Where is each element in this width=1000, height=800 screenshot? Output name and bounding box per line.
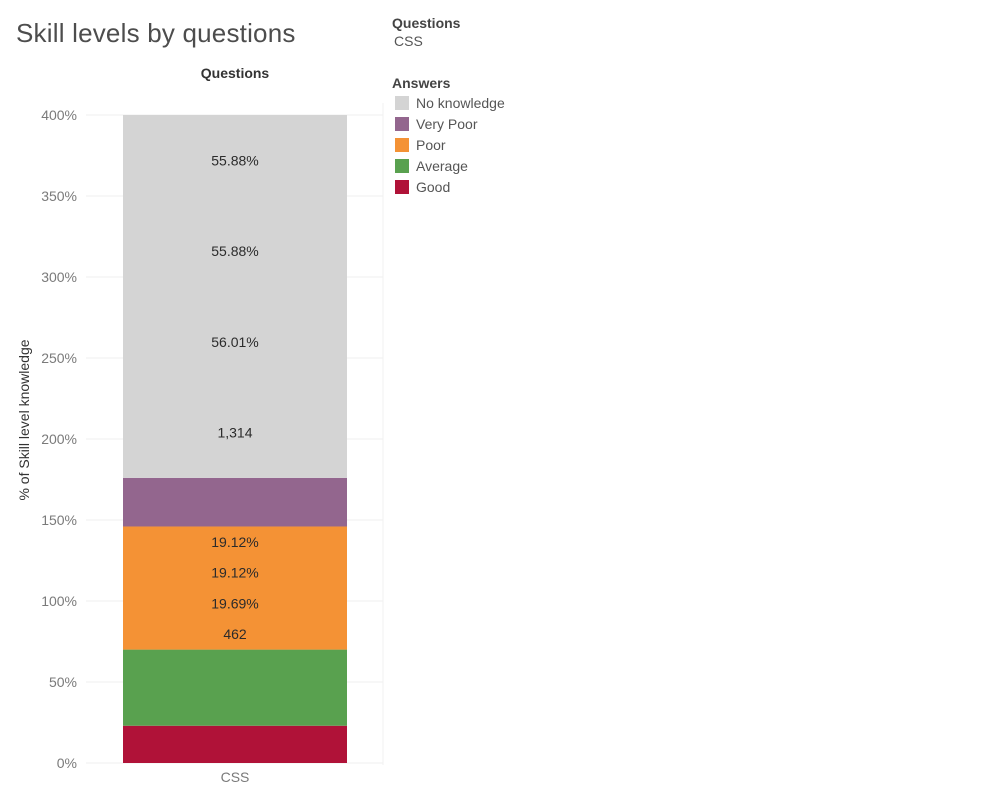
legend-item[interactable]: Good — [392, 176, 612, 197]
x-tick-label: CSS — [221, 769, 250, 785]
legend: Questions CSS Answers No knowledge Very P… — [392, 14, 612, 197]
legend-item[interactable]: Poor — [392, 134, 612, 155]
legend-swatch — [395, 116, 409, 131]
y-tick-label: 200% — [41, 431, 77, 447]
segment-label: 55.88% — [211, 243, 258, 259]
chart-title: Skill levels by questions — [16, 18, 296, 48]
legend-item-label: Very Poor — [416, 115, 478, 132]
bar-segment-good — [123, 725, 347, 763]
bar-segment-average — [123, 649, 347, 726]
y-tick-label: 150% — [41, 512, 77, 528]
legend-item[interactable]: No knowledge — [392, 92, 612, 113]
legend-item-label: No knowledge — [416, 94, 505, 111]
segment-labels: 19.12% 19.12% 19.69% 462 55.88% 55.88% 56.01% 1… — [211, 152, 258, 642]
legend-item-label: Good — [416, 178, 451, 195]
column-header: Questions — [201, 65, 270, 81]
segment-label: 462 — [223, 626, 247, 642]
legend-item-label: Poor — [416, 136, 446, 153]
legend-item-label: Average — [416, 157, 468, 174]
segment-label: 1,314 — [217, 425, 252, 441]
bar-segment-poor — [123, 526, 347, 650]
y-tick-label: 300% — [41, 269, 77, 285]
legend-item[interactable]: Average — [392, 155, 612, 176]
y-axis: 0% 50% 100% 150% 200% 250% 300% 350% 400% CSS — [41, 107, 249, 785]
y-tick-label: 350% — [41, 188, 77, 204]
legend-swatch — [395, 179, 409, 194]
segment-label: 19.12% — [211, 534, 258, 550]
legend-filter-heading: Questions — [392, 15, 461, 31]
y-tick-label: 400% — [41, 107, 77, 123]
y-tick-label: 0% — [57, 755, 77, 771]
y-tick-label: 250% — [41, 350, 77, 366]
segment-label: 19.69% — [211, 595, 258, 611]
legend-items: No knowledge Very Poor Poor Average Good — [392, 92, 612, 197]
y-tick-label: 50% — [49, 674, 77, 690]
legend-answers-heading: Answers — [392, 75, 451, 91]
segment-label: 19.12% — [211, 565, 258, 581]
bars — [123, 115, 347, 763]
bar-segment-very-poor — [123, 477, 347, 527]
bar-segment-no-knowledge — [123, 115, 347, 478]
y-axis-title: % of Skill level knowledge — [16, 339, 32, 500]
legend-swatch — [395, 158, 409, 173]
y-tick-label: 100% — [41, 593, 77, 609]
legend-swatch — [395, 95, 409, 110]
segment-label: 56.01% — [211, 334, 258, 350]
legend-item[interactable]: Very Poor — [392, 113, 612, 134]
segment-label: 55.88% — [211, 152, 258, 168]
legend-filter-value[interactable]: CSS — [394, 33, 423, 49]
legend-swatch — [395, 137, 409, 152]
